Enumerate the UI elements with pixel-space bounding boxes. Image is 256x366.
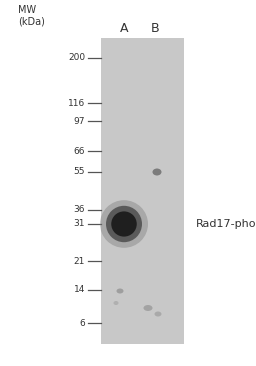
Ellipse shape xyxy=(155,311,162,317)
Ellipse shape xyxy=(153,168,162,176)
Text: 21: 21 xyxy=(74,257,85,265)
Text: 14: 14 xyxy=(74,285,85,295)
Text: B: B xyxy=(151,22,159,35)
Text: 116: 116 xyxy=(68,98,85,108)
Text: 31: 31 xyxy=(73,220,85,228)
Text: A: A xyxy=(120,22,128,35)
Text: 97: 97 xyxy=(73,116,85,126)
Ellipse shape xyxy=(116,288,123,294)
Ellipse shape xyxy=(100,200,148,248)
Text: 6: 6 xyxy=(79,318,85,328)
Ellipse shape xyxy=(111,212,137,236)
Bar xyxy=(101,38,184,344)
Text: 36: 36 xyxy=(73,205,85,214)
Text: 55: 55 xyxy=(73,168,85,176)
Ellipse shape xyxy=(106,206,142,242)
Ellipse shape xyxy=(113,301,119,305)
Text: MW
(kDa): MW (kDa) xyxy=(18,5,45,27)
Ellipse shape xyxy=(144,305,153,311)
Text: Rad17-phos: Rad17-phos xyxy=(196,219,256,229)
Text: 200: 200 xyxy=(68,53,85,63)
Text: 66: 66 xyxy=(73,146,85,156)
